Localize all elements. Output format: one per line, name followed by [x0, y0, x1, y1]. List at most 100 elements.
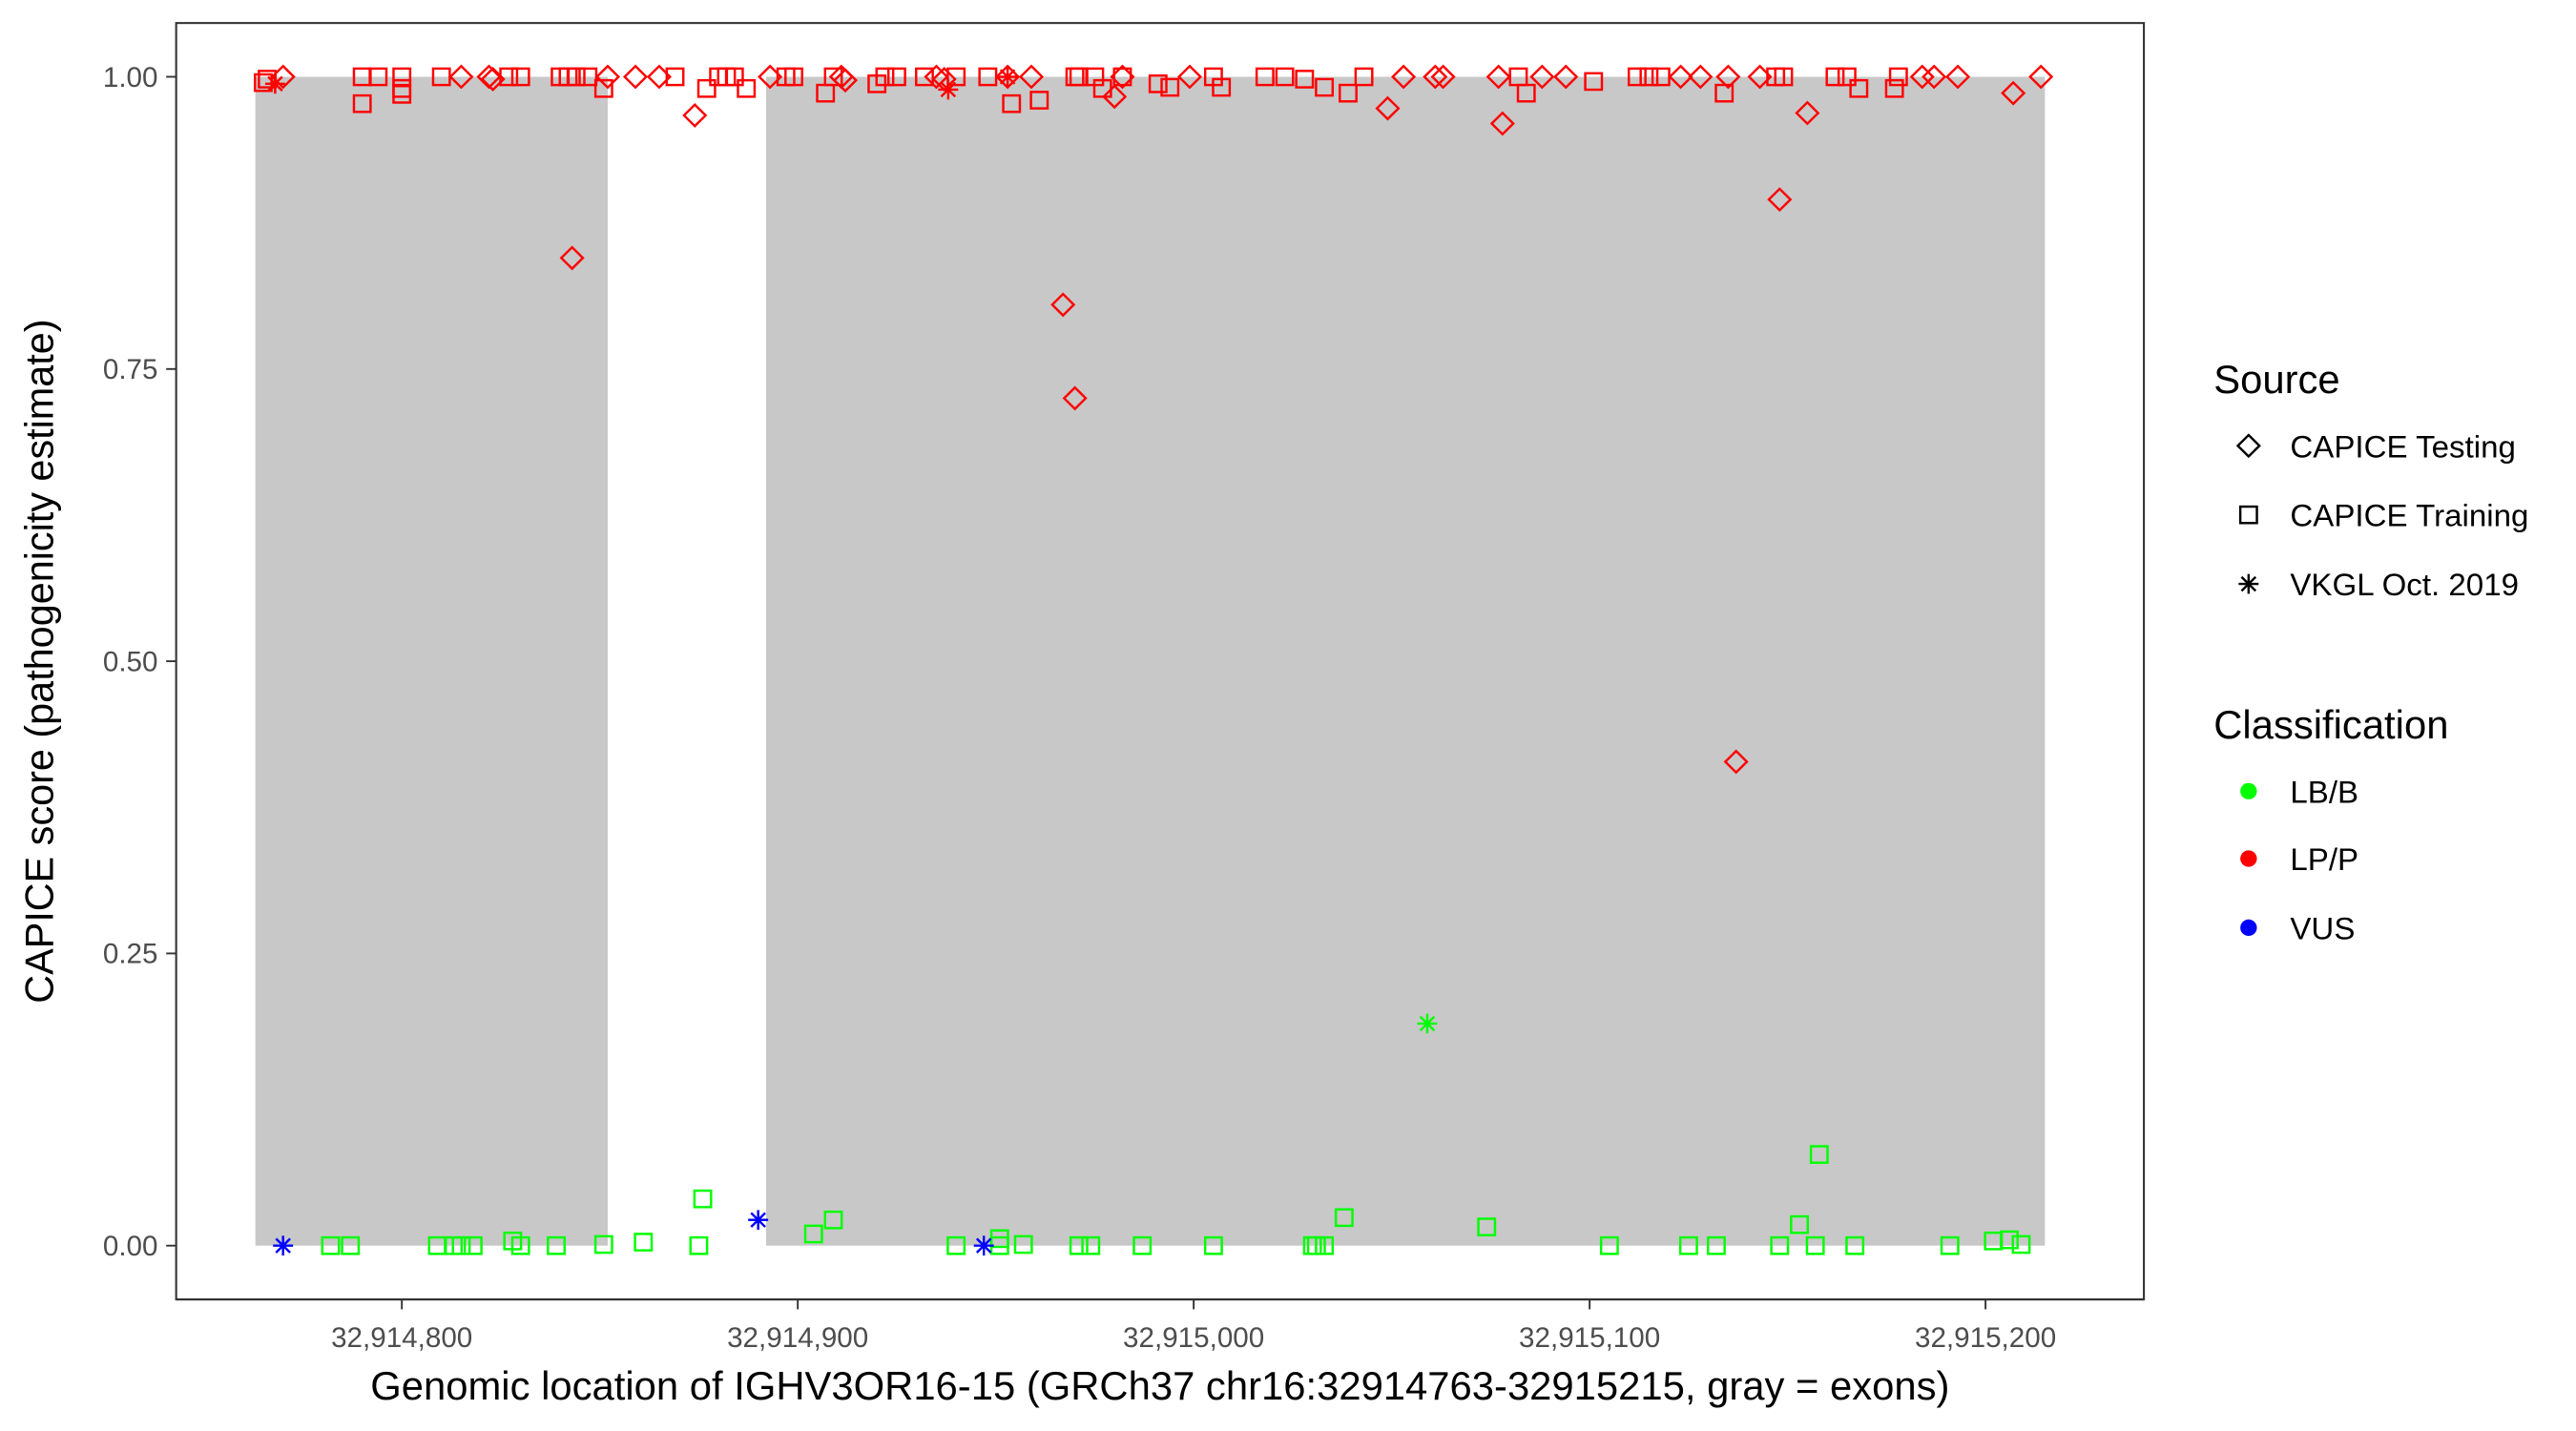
square-marker: [1639, 67, 1659, 87]
square-marker: [689, 1235, 709, 1255]
diamond-marker: [270, 64, 296, 90]
legend-key-asterisk: [2238, 573, 2259, 594]
data-point: [1417, 1013, 1438, 1034]
square-marker: [1770, 1235, 1790, 1255]
square-marker: [368, 67, 388, 87]
y-axis: 0.00 0.25 0.50 0.75 1.00: [103, 62, 177, 1262]
square-marker: [1477, 1217, 1497, 1236]
square-marker: [1678, 1235, 1698, 1255]
square-marker: [566, 67, 586, 87]
diamond-marker: [1375, 95, 1401, 121]
data-point: [2028, 64, 2054, 90]
square-marker: [784, 67, 803, 87]
square-marker: [1825, 67, 1845, 87]
data-point: [823, 67, 843, 87]
data-point: [1212, 77, 1232, 97]
data-point: [1825, 67, 1845, 87]
data-points: [254, 64, 2054, 1256]
square-marker: [803, 1224, 823, 1244]
diamond-marker: [1485, 64, 1511, 90]
x-axis: 32,914,800 32,914,900 32,915,000 32,915,100…: [176, 1298, 2145, 1354]
data-point: [270, 64, 296, 90]
diamond-marker: [594, 64, 621, 90]
data-point: [510, 67, 530, 87]
y-tick-label: 0.50: [103, 647, 158, 678]
legend-title-source: Source: [2213, 357, 2339, 402]
square-marker: [1790, 1214, 1809, 1234]
square-marker: [1148, 74, 1168, 93]
legend-label-vkgl: VKGL Oct. 2019: [2290, 567, 2519, 602]
data-point: [1584, 72, 1604, 92]
data-point: [1112, 67, 1132, 87]
square-marker: [724, 67, 744, 87]
diamond-marker: [1176, 64, 1203, 90]
square-marker: [634, 1233, 654, 1252]
data-point: [1315, 77, 1335, 97]
asterisk-stroke: [275, 1237, 291, 1254]
square-marker: [451, 1235, 471, 1255]
data-point: [448, 64, 474, 90]
data-point: [995, 64, 1021, 90]
square-marker: [2000, 1230, 2019, 1250]
legend-key-diamond: [2235, 433, 2261, 459]
data-point: [1002, 93, 1022, 114]
data-point: [392, 85, 412, 104]
data-point: [1255, 67, 1275, 87]
diamond-marker: [480, 67, 506, 92]
data-point: [1050, 292, 1076, 318]
data-point: [1354, 67, 1374, 87]
exon-region: [765, 76, 2046, 1246]
data-point: [2000, 1230, 2019, 1250]
data-point: [1688, 64, 1714, 90]
data-point: [1795, 100, 1820, 126]
x-tick-label: 32,914,800: [331, 1322, 472, 1354]
data-point: [784, 67, 803, 87]
data-point: [1160, 77, 1180, 97]
data-point: [1668, 64, 1693, 90]
data-point: [682, 103, 708, 128]
legend: Source CAPICE Testing CAPICE Training VK…: [2213, 357, 2528, 945]
data-point: [886, 67, 906, 87]
data-point: [352, 93, 372, 114]
data-point: [803, 1224, 823, 1244]
diamond-marker: [559, 245, 585, 271]
data-point: [1013, 1234, 1033, 1255]
square-marker: [1849, 78, 1869, 98]
diamond-marker: [758, 64, 783, 90]
square-marker: [1888, 67, 1908, 87]
diamond-marker: [1102, 84, 1128, 110]
square-marker: [1884, 78, 1904, 98]
legend-key-square: [2238, 505, 2258, 525]
square-marker: [1002, 93, 1022, 114]
diamond-marker: [1423, 64, 1448, 90]
square-marker: [886, 67, 906, 87]
data-point: [823, 1210, 843, 1230]
asterisk-stroke: [940, 81, 957, 98]
data-point: [1678, 1235, 1698, 1255]
data-point: [1423, 64, 1448, 90]
diamond-marker: [1489, 111, 1515, 136]
data-point: [1069, 1235, 1089, 1255]
square-marker: [341, 1235, 361, 1255]
data-point: [2001, 80, 2026, 106]
square-marker: [693, 1189, 713, 1209]
data-point: [593, 78, 613, 98]
data-point: [1102, 84, 1128, 110]
data-point: [1884, 78, 1904, 98]
data-point: [1774, 67, 1794, 87]
legend-label-capice-training: CAPICE Training: [2290, 498, 2528, 533]
diamond-marker: [622, 64, 649, 90]
data-point: [737, 78, 757, 98]
diamond-marker: [1747, 64, 1773, 90]
square-marker: [2238, 505, 2258, 525]
square-marker: [1837, 67, 1857, 87]
data-point: [1849, 78, 1869, 98]
square-marker: [1584, 72, 1604, 92]
square-marker: [547, 1235, 566, 1255]
data-point: [1706, 1235, 1726, 1255]
data-point: [593, 1234, 613, 1255]
data-point: [946, 1235, 966, 1255]
data-point: [1295, 70, 1315, 89]
square-marker: [392, 85, 412, 104]
square-marker: [1212, 77, 1232, 97]
